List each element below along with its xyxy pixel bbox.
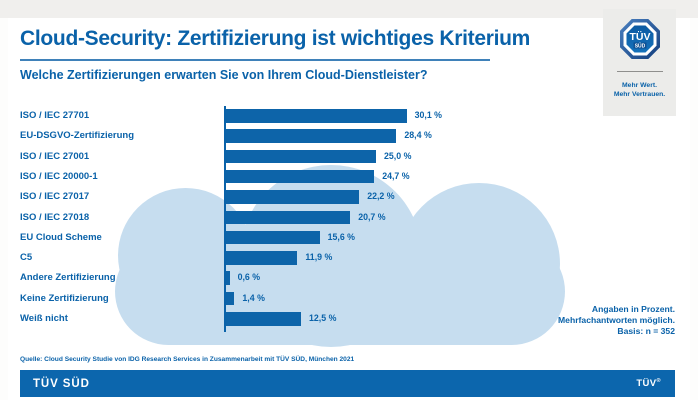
value-label: 1,4 %	[242, 292, 265, 303]
chart-notes: Angaben in Prozent. Mehrfachantworten mö…	[455, 304, 675, 336]
svg-text:SÜD: SÜD	[634, 42, 645, 49]
tuv-sud-octagon-logo-icon: TÜV SÜD	[619, 19, 660, 59]
bar	[226, 291, 235, 306]
svg-text:TÜV: TÜV	[629, 30, 650, 43]
value-label: 30,1 %	[414, 110, 442, 120]
category-label: ISO / IEC 27018	[20, 211, 90, 223]
category-label: ISO / IEC 27001	[20, 150, 90, 162]
value-label: 20,7 %	[358, 211, 386, 222]
bar	[226, 190, 360, 204]
chart-row: Andere Zertifizierung 0,6 %	[0, 271, 698, 285]
tagline-line: Mehr Wert.	[622, 82, 657, 89]
page-title: Cloud-Security: Zertifizierung ist wicht…	[20, 27, 531, 50]
chart-row: ISO / IEC 27018 20,7 %	[0, 210, 698, 224]
category-label: ISO / IEC 27017	[20, 191, 90, 203]
category-label: ISO / IEC 27701	[20, 110, 90, 121]
value-label: 25,0 %	[384, 150, 412, 161]
category-label: ISO / IEC 20000-1	[20, 170, 98, 182]
title-divider	[20, 59, 490, 61]
footer-tuv-registered-mark: TÜV®	[636, 377, 661, 390]
bar	[226, 169, 375, 184]
top-margin-strip	[0, 0, 698, 18]
chart-row: Weiß nicht 12,5 %	[0, 312, 698, 326]
value-label: 22,2 %	[367, 191, 395, 202]
chart-question-subtitle: Welche Zertifizierungen erwarten Sie von…	[20, 68, 428, 82]
value-label: 12,5 %	[309, 313, 337, 323]
value-label: 0,6 %	[237, 272, 261, 283]
category-label: Andere Zertifizierung	[20, 272, 116, 284]
note-line: Basis: n = 352	[617, 325, 675, 336]
chart-row: ISO / IEC 27017 22,2 %	[0, 190, 698, 204]
bar	[226, 251, 298, 265]
value-label: 24,7 %	[382, 170, 410, 181]
chart-row: EU-DSGVO-Zertifizierung 28,4 %	[0, 129, 698, 143]
category-label: Keine Zertifizierung	[20, 292, 109, 304]
chart-row: ISO / IEC 20000-1 24,7 %	[0, 169, 698, 184]
chart-row: ISO / IEC 27701 30,1 %	[0, 109, 698, 123]
chart-row: Keine Zertifizierung 1,4 %	[0, 291, 698, 306]
value-label: 15,6 %	[327, 231, 355, 242]
chart-row: ISO / IEC 27001 25,0 %	[0, 149, 698, 164]
note-line: Mehrfachantworten möglich.	[558, 314, 675, 325]
category-label: C5	[20, 252, 33, 264]
bar	[226, 230, 320, 245]
bar	[226, 271, 230, 285]
bar	[226, 210, 351, 224]
footer-band: TÜV SÜD TÜV®	[20, 370, 675, 397]
category-label: EU-DSGVO-Zertifizierung	[20, 130, 135, 142]
bar	[226, 109, 407, 123]
category-label: EU Cloud Scheme	[20, 231, 102, 243]
bar	[226, 312, 301, 326]
logo-panel-divider	[616, 71, 663, 72]
footer-brand-wordmark: TÜV SÜD	[33, 377, 90, 390]
source-citation: Quelle: Cloud Security Studie von IDG Re…	[20, 356, 355, 363]
tagline-line: Mehr Vertrauen.	[613, 91, 666, 98]
value-label: 11,9 %	[305, 252, 333, 263]
cloud-shape-right-bump	[398, 183, 560, 345]
chart-row: EU Cloud Scheme 15,6 %	[0, 230, 698, 245]
bar	[226, 149, 376, 164]
chart-row: C5 11,9 %	[0, 251, 698, 265]
tuv-sud-logo-panel: TÜV SÜD Mehr Wert. Mehr Vertrauen.	[603, 9, 676, 116]
note-line: Angaben in Prozent.	[591, 304, 675, 314]
bar	[226, 129, 397, 143]
chart-axis-line	[224, 106, 226, 332]
value-label: 28,4 %	[404, 130, 432, 141]
category-label: Weiß nicht	[20, 313, 68, 324]
logo-tagline: Mehr Wert. Mehr Vertrauen.	[614, 81, 665, 99]
